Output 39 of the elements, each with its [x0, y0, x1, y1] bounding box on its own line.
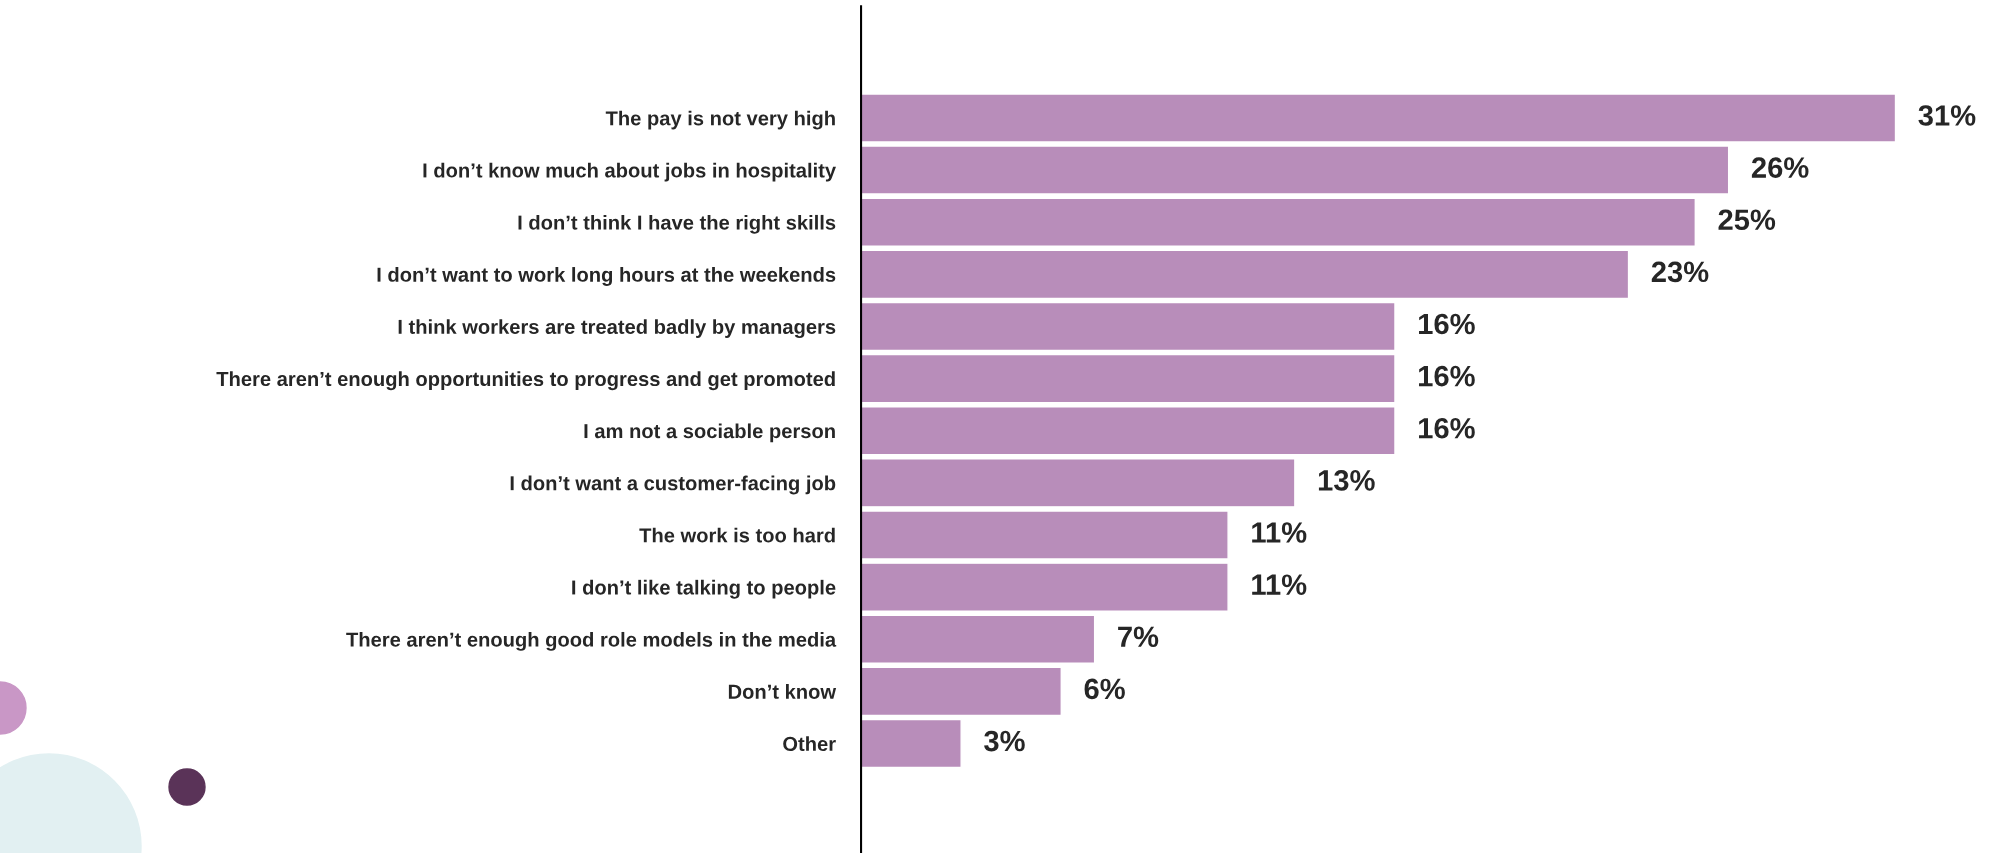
y-tick-label: I don’t like talking to people — [572, 579, 836, 599]
bar — [861, 145, 1730, 195]
y-tick-label: I think workers are treated badly by managers — [398, 319, 836, 339]
data-label: 25% — [1718, 209, 1776, 231]
bar — [861, 197, 1696, 247]
bar — [861, 666, 1062, 717]
data-label: 11% — [1252, 522, 1307, 543]
bar — [861, 614, 1096, 664]
bar — [861, 562, 1229, 612]
data-label: 16% — [1419, 365, 1475, 387]
bar — [861, 718, 962, 769]
data-label: 16% — [1419, 313, 1475, 335]
bar — [861, 93, 1897, 143]
data-label: 7% — [1118, 626, 1159, 648]
data-label: 13% — [1318, 470, 1375, 491]
data-label: 16% — [1419, 417, 1475, 439]
bar — [861, 406, 1396, 456]
data-label: 31% — [1918, 105, 1976, 126]
y-tick-label: I don’t want a customer-facing job — [510, 475, 836, 495]
y-tick-label: Don’t know — [728, 684, 837, 699]
data-label: 6% — [1084, 678, 1125, 700]
data-label: 3% — [984, 730, 1025, 752]
data-label: 11% — [1252, 574, 1307, 595]
y-tick-label: The pay is not very high — [605, 110, 835, 130]
data-label: 26% — [1751, 157, 1809, 178]
y-tick-label: I don’t think I have the right skills — [518, 214, 836, 234]
bar — [861, 249, 1630, 300]
y-tick-label: There aren’t enough good role models in the media — [346, 631, 837, 651]
y-tick-label: I don’t want to work long hours at the weekends — [377, 267, 836, 286]
bar — [861, 510, 1229, 560]
bar — [861, 353, 1396, 404]
y-tick-label: I don’t know much about jobs in hospitality — [423, 162, 836, 182]
bar — [861, 458, 1296, 508]
y-tick-label: Other — [783, 736, 836, 752]
y-tick-label: There aren’t enough opportunities to progress and get promoted — [216, 371, 835, 391]
data-label: 23% — [1651, 261, 1709, 283]
y-tick-label: The work is too hard — [639, 527, 835, 543]
bar — [861, 301, 1396, 352]
y-tick-label: I am not a sociable person — [584, 423, 835, 443]
